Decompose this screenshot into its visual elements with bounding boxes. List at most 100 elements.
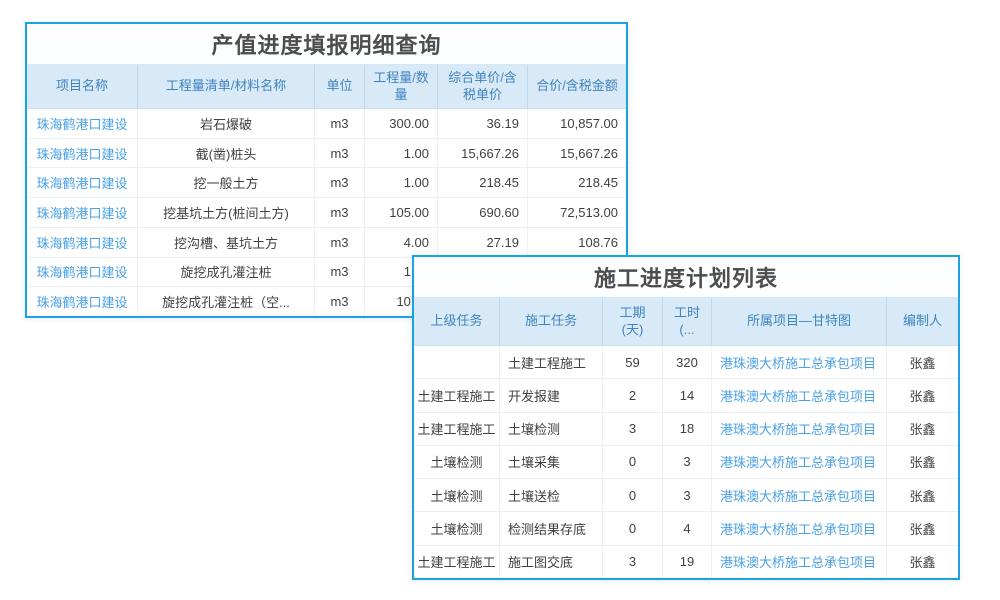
work-hours-cell: 18 [663,412,712,445]
work-hours-cell: 19 [663,545,712,578]
table-row: 珠海鹤港口建设 挖基坑土方(桩间土方) m3 105.00 690.60 72,513.0… [27,198,626,228]
table-row: 土建工程施工 开发报建 2 14 港珠澳大桥施工总承包项目 张鑫 [414,379,958,413]
column-header-2: 施工任务 [500,298,603,345]
author-cell: 张鑫 [909,422,936,438]
amount-cell: 10,857.00 [560,115,618,131]
project-name-link[interactable]: 珠海鹤港口建设 [27,109,138,138]
quantity-cell: 1.00 [365,168,438,198]
project-name-link[interactable]: 珠海鹤港口建设 [27,287,138,317]
project-name-link[interactable]: 珠海鹤港口建设 [27,168,138,198]
unit-price-cell: 36.19 [438,109,528,138]
table-row: 珠海鹤港口建设 截(凿)桩头 m3 1.00 15,667.26 15,667.26 [27,138,626,169]
unit-price-cell: 690.60 [438,198,528,227]
amount-cell: 15,667.26 [560,145,618,161]
project-name-link[interactable]: 珠海鹤港口建设 [27,227,138,257]
material-name-cell: 旋挖成孔灌注桩 [138,257,315,287]
author-cell: 张鑫 [909,455,936,471]
duration-cell: 2 [603,379,663,412]
unit-price-cell: 15,667.26 [438,138,528,168]
unit-cell: m3 [315,138,365,168]
table-row: 土壤检测 检测结果存底 0 4 港珠澳大桥施工总承包项目 张鑫 [414,512,958,546]
column-header-5: 综合单价/含税单价 [438,65,528,108]
column-header-6: 合价/含税金额 [536,78,618,94]
parent-task-cell: 土建工程施工 [414,412,500,445]
material-name-cell: 旋挖成孔灌注桩（空... [138,287,315,317]
table-row: 珠海鹤港口建设 挖一般土方 m3 1.00 218.45 218.45 [27,168,626,199]
column-header-3: 单位 [315,65,365,108]
task-name-cell: 土建工程施工 [500,346,603,379]
parent-task-cell: 土壤检测 [414,445,500,479]
parent-task-cell: 土壤检测 [414,479,500,512]
table-row: 土建工程施工 土壤检测 3 18 港珠澳大桥施工总承包项目 张鑫 [414,412,958,446]
table-row: 土建工程施工 59 320 港珠澳大桥施工总承包项目 张鑫 [414,346,958,380]
table-row: 土壤检测 土壤送检 0 3 港珠澳大桥施工总承包项目 张鑫 [414,479,958,513]
unit-price-cell: 218.45 [438,168,528,198]
duration-cell: 0 [603,512,663,545]
work-hours-cell: 320 [663,346,712,379]
task-name-cell: 土壤采集 [500,445,603,479]
work-hours-cell: 14 [663,379,712,412]
material-name-cell: 挖基坑土方(桩间土方) [138,198,315,227]
amount-cell: 72,513.00 [560,205,618,221]
gantt-project-link[interactable]: 港珠澳大桥施工总承包项目 [712,512,887,545]
column-header-2: 工程量清单/材料名称 [138,65,315,108]
task-name-cell: 开发报建 [500,379,603,412]
unit-price-cell: 27.19 [438,227,528,257]
table-row: 土建工程施工 施工图交底 3 19 港珠澳大桥施工总承包项目 张鑫 [414,545,958,578]
project-name-link[interactable]: 珠海鹤港口建设 [27,257,138,287]
output-table-title: 产值进度填报明细查询 [27,24,626,65]
project-name-link[interactable]: 珠海鹤港口建设 [27,138,138,168]
schedule-table-card: 施工进度计划列表 上级任务 施工任务 工期 (天) 工时 (... 所属项目—甘特图 编制… [412,255,960,580]
gantt-project-link[interactable]: 港珠澳大桥施工总承包项目 [712,479,887,512]
gantt-project-link[interactable]: 港珠澳大桥施工总承包项目 [712,445,887,479]
column-header-1: 上级任务 [414,298,500,345]
material-name-cell: 挖沟槽、基坑土方 [138,227,315,257]
gantt-project-link[interactable]: 港珠澳大桥施工总承包项目 [712,412,887,445]
output-value-table-card: 产值进度填报明细查询 项目名称 工程量清单/材料名称 单位 工程量/数量 综合单价/含税… [25,22,628,318]
duration-cell: 0 [603,445,663,479]
task-name-cell: 土壤检测 [500,412,603,445]
work-hours-cell: 3 [663,445,712,479]
author-cell: 张鑫 [909,555,936,571]
quantity-cell: 300.00 [365,109,438,138]
author-cell: 张鑫 [909,488,936,504]
parent-task-cell [414,346,500,379]
duration-cell: 59 [603,346,663,379]
duration-cell: 0 [603,479,663,512]
output-table-body: 珠海鹤港口建设 岩石爆破 m3 300.00 36.19 10,857.00 珠海鹤港口建设… [27,109,626,317]
column-header-4: 工程量/数量 [365,65,438,108]
work-hours-cell: 4 [663,512,712,545]
material-name-cell: 挖一般土方 [138,168,315,198]
unit-cell: m3 [315,287,365,317]
parent-task-cell: 土建工程施工 [414,379,500,412]
unit-cell: m3 [315,109,365,138]
gantt-project-link[interactable]: 港珠澳大桥施工总承包项目 [712,346,887,379]
output-table-header-row: 项目名称 工程量清单/材料名称 单位 工程量/数量 综合单价/含税单价 合价/含税金额 [27,65,626,109]
gantt-project-link[interactable]: 港珠澳大桥施工总承包项目 [712,545,887,578]
material-name-cell: 截(凿)桩头 [138,138,315,168]
table-row: 珠海鹤港口建设 挖沟槽、基坑土方 m3 4.00 27.19 108.76 [27,227,626,258]
table-row: 珠海鹤港口建设 岩石爆破 m3 300.00 36.19 10,857.00 [27,109,626,139]
schedule-table-body: 土建工程施工 59 320 港珠澳大桥施工总承包项目 张鑫 土建工程施工 开发报建 2 14 港珠… [414,346,958,578]
gantt-project-link[interactable]: 港珠澳大桥施工总承包项目 [712,379,887,412]
column-header-3: 工期 (天) [603,298,663,345]
task-name-cell: 土壤送检 [500,479,603,512]
quantity-cell: 105.00 [365,198,438,227]
project-name-link[interactable]: 珠海鹤港口建设 [27,198,138,227]
work-hours-cell: 3 [663,479,712,512]
quantity-cell: 1.00 [365,138,438,168]
column-header-1: 项目名称 [27,65,138,108]
table-row: 土壤检测 土壤采集 0 3 港珠澳大桥施工总承包项目 张鑫 [414,445,958,480]
schedule-table-title: 施工进度计划列表 [414,257,958,298]
duration-cell: 3 [603,412,663,445]
task-name-cell: 施工图交底 [500,545,603,578]
parent-task-cell: 土建工程施工 [414,545,500,578]
schedule-table-header-row: 上级任务 施工任务 工期 (天) 工时 (... 所属项目—甘特图 编制人 [414,298,958,346]
column-header-6: 编制人 [902,313,942,329]
amount-cell: 218.45 [578,175,618,191]
column-header-4: 工时 (... [663,298,712,345]
material-name-cell: 岩石爆破 [138,109,315,138]
unit-cell: m3 [315,227,365,257]
unit-cell: m3 [315,168,365,198]
author-cell: 张鑫 [909,522,936,538]
